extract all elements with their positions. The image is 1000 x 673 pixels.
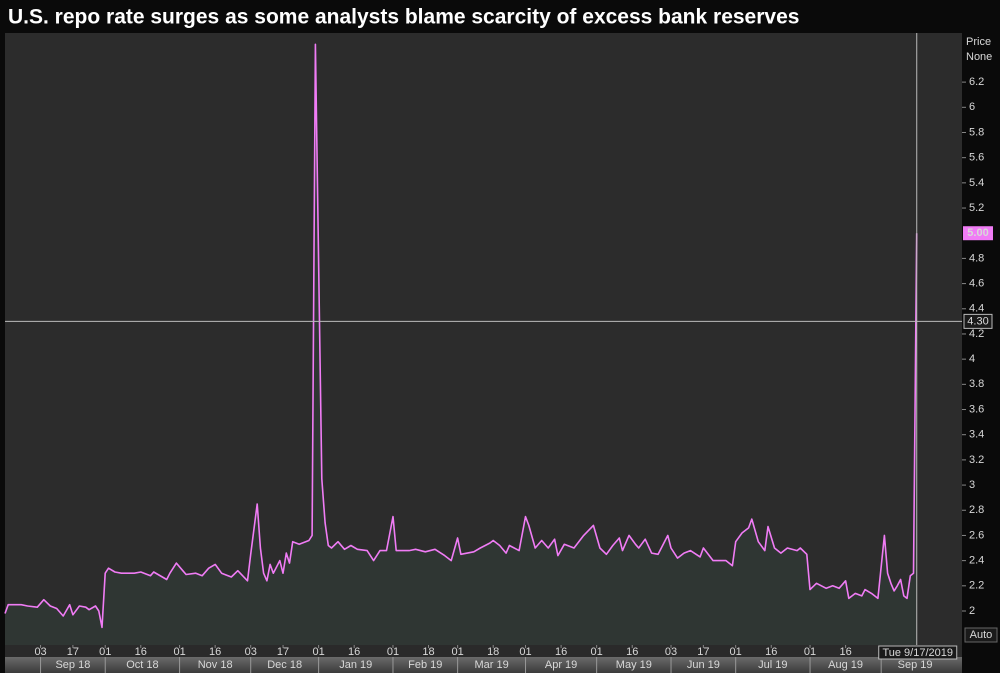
y-tick-label: 4 [969,353,975,365]
crosshair-x-label: Tue 9/17/2019 [882,647,953,659]
x-tick-label: 17 [697,646,709,658]
x-tick-label: 03 [245,646,257,658]
month-label: Dec 18 [267,659,302,671]
y-tick-label: 2 [969,605,975,617]
y-tick-label: 4.6 [969,277,984,289]
y-tick-label: 3.4 [969,429,984,441]
y-tick-label: 4.2 [969,328,984,340]
x-tick-label: 18 [487,646,499,658]
y-tick-label: 3.2 [969,454,984,466]
y-tick-label: 3.6 [969,403,984,415]
auto-box [964,627,998,643]
y-tick-label: 5.2 [969,202,984,214]
last-price-label: 5.00 [967,227,988,239]
x-tick-label: 01 [173,646,185,658]
x-tick-label: 16 [626,646,638,658]
x-tick-label: 01 [730,646,742,658]
y-tick-label: 3 [969,479,975,491]
crosshair-y-label: 4.30 [967,315,988,327]
month-label: Sep 18 [55,659,90,671]
y-tick-label: 2.2 [969,580,984,592]
x-tick-label: 17 [277,646,289,658]
axis-header: None [966,51,992,63]
y-tick-label: 6 [969,101,975,113]
y-tick-label: 5.8 [969,126,984,138]
month-label: Sep 19 [898,659,933,671]
x-tick-label: 17 [67,646,79,658]
x-tick-label: 16 [839,646,851,658]
crosshair-y-box [963,313,993,329]
month-label: Jan 19 [339,659,372,671]
month-label: Aug 19 [828,659,863,671]
month-label: May 19 [616,659,652,671]
month-label: Apr 19 [545,659,577,671]
month-label: Mar 19 [474,659,508,671]
y-tick-label: 2.4 [969,555,984,567]
y-tick-label: 5.6 [969,152,984,164]
x-tick-label: 16 [135,646,147,658]
x-tick-label: 16 [348,646,360,658]
line [4,43,918,629]
x-tick-label: 01 [519,646,531,658]
x-tick-label: 01 [387,646,399,658]
month-label: Nov 18 [198,659,233,671]
month-axis [5,657,962,673]
y-tick-label: 2.6 [969,529,984,541]
x-tick-label: 18 [422,646,434,658]
x-tick-label: 01 [804,646,816,658]
month-label: Feb 19 [408,659,442,671]
month-label: Jul 19 [758,659,787,671]
x-tick-label: 03 [34,646,46,658]
y-tick-label: 4.4 [969,303,984,315]
month-label: Oct 18 [126,659,158,671]
y-tick-label: 2.8 [969,504,984,516]
day-axis [5,645,962,657]
x-tick-label: 16 [765,646,777,658]
y-tick-label: 5.4 [969,177,984,189]
crosshair-x-box [878,645,958,660]
x-tick-label: 16 [209,646,221,658]
axis-footer: Auto [970,629,993,641]
y-tick-label: 6.2 [969,76,984,88]
x-tick-label: 16 [555,646,567,658]
x-tick-label: 01 [99,646,111,658]
month-label: Jun 19 [687,659,720,671]
plot-area [5,33,962,645]
y-tick-label: 4.8 [969,252,984,264]
axis-header: Price [966,36,991,48]
chart-title: U.S. repo rate surges as some analysts b… [8,6,799,29]
x-tick-label: 03 [665,646,677,658]
x-tick-label: 01 [591,646,603,658]
x-tick-label: 01 [312,646,324,658]
last-price-box [963,226,993,241]
y-tick-label: 3.8 [969,378,984,390]
x-tick-label: 01 [452,646,464,658]
